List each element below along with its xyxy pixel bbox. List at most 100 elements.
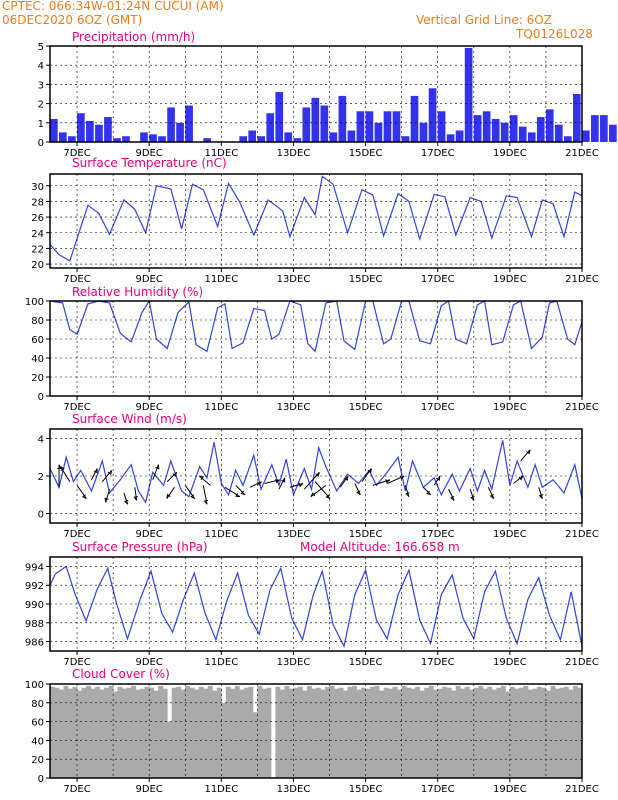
panel-temp: Surface Temperature (nC) 20 22 24 26 28 30 7DEC… <box>31 156 599 285</box>
wind-vector <box>235 485 246 496</box>
cloud-column <box>293 687 299 778</box>
cloud-column <box>460 688 466 778</box>
cloud-column <box>451 690 457 778</box>
wind-vector <box>60 466 71 482</box>
precip-bar <box>473 115 482 142</box>
x-tick-label: 19DEC <box>493 402 527 413</box>
panel-rh: Relative Humidity (%) 0 20 40 60 80 100 7DEC 9DE… <box>25 285 599 413</box>
wind-vector <box>198 475 211 486</box>
press-series-line <box>49 565 583 649</box>
cloud-column <box>356 689 362 778</box>
y-tick-label: 20 <box>31 755 44 766</box>
y-tick-label: 4 <box>38 434 44 445</box>
cloud-column <box>550 685 556 778</box>
cloud-column <box>149 687 155 778</box>
precip-bar <box>311 97 320 142</box>
x-tick-label: 19DEC <box>493 274 527 285</box>
x-tick-label: 17DEC <box>421 402 455 413</box>
cloud-column <box>261 688 267 778</box>
panel-frame <box>49 173 583 269</box>
precip-bar <box>446 134 455 142</box>
cloud-column <box>225 686 231 778</box>
x-tick-label: 7DEC <box>63 784 90 795</box>
wind-vector-head <box>107 470 113 476</box>
cloud-column <box>428 685 434 778</box>
precip-bar <box>455 130 464 142</box>
x-tick-label: 9DEC <box>135 402 162 413</box>
cloud-column <box>176 686 182 778</box>
precip-bar <box>609 124 617 142</box>
cloud-column <box>491 689 497 778</box>
x-tick-label: 13DEC <box>277 148 311 159</box>
cloud-column <box>361 687 366 778</box>
x-tick-label: 13DEC <box>277 402 311 413</box>
precip-bar <box>302 107 311 142</box>
x-tick-label: 15DEC <box>349 148 383 159</box>
cloud-column <box>572 685 578 778</box>
y-tick-label: 24 <box>31 229 44 240</box>
x-tick-label: 19DEC <box>493 657 527 668</box>
cloud-column <box>415 686 421 778</box>
precip-bar <box>284 132 293 142</box>
cloud-column <box>68 688 73 778</box>
cloud-column <box>496 687 502 778</box>
y-tick-label: 4 <box>38 61 44 72</box>
cloud-column <box>248 686 254 778</box>
cloud-column <box>95 686 100 778</box>
y-tick-label: 0 <box>38 392 44 403</box>
x-tick-label: 9DEC <box>135 657 162 668</box>
cloud-column <box>189 687 195 778</box>
wind-vector <box>404 485 410 497</box>
wind-vector-head <box>450 495 455 501</box>
wind-vector <box>289 483 304 488</box>
wind-vector <box>538 487 543 499</box>
wind-vector <box>134 487 138 501</box>
cloud-column <box>554 688 560 778</box>
wind-vector <box>372 479 390 486</box>
wind-vector-head <box>298 482 304 488</box>
y-tick-label: 988 <box>25 619 44 630</box>
panel-frame <box>49 300 583 397</box>
x-tick-label: 15DEC <box>349 402 383 413</box>
x-tick-label: 21DEC <box>565 784 599 795</box>
wind-vector-head <box>57 464 62 469</box>
precip-bar <box>86 120 94 142</box>
x-tick-label: 11DEC <box>204 529 238 540</box>
precip-bar <box>266 113 275 142</box>
precip-bar <box>167 107 175 142</box>
precip-bar <box>248 130 257 142</box>
cloud-column <box>469 689 475 778</box>
cloud-column <box>523 685 529 778</box>
cloud-column <box>158 685 164 778</box>
x-tick-label: 11DEC <box>204 402 238 413</box>
precip-bar <box>545 109 554 142</box>
precip-bar <box>203 138 211 142</box>
y-tick-label: 2 <box>38 472 44 483</box>
x-tick-label: 9DEC <box>135 274 162 285</box>
wind-vector-head <box>489 494 495 499</box>
wind-vector-head <box>310 492 316 497</box>
cloud-column <box>239 689 245 778</box>
cloud-column <box>288 688 294 778</box>
precip-bar <box>582 130 590 142</box>
precip-bar <box>320 105 329 142</box>
wind-vector <box>224 486 241 498</box>
panel-frame <box>49 683 583 779</box>
cloud-column <box>131 685 137 778</box>
panel-title: Surface Wind (m/s) <box>72 412 187 426</box>
cloud-column <box>541 687 547 778</box>
wind-vector <box>448 488 455 501</box>
precip-bar <box>392 111 401 142</box>
wind-vector-head <box>190 494 195 499</box>
y-tick-label: 60 <box>31 718 44 729</box>
x-tick-label: 15DEC <box>349 529 383 540</box>
cloud-column <box>171 687 177 778</box>
cloud-column <box>509 686 515 778</box>
x-tick-label: 19DEC <box>493 148 527 159</box>
wind-vector-head <box>367 468 372 474</box>
precip-bar <box>419 122 428 142</box>
y-tick-label: 60 <box>31 335 44 346</box>
x-tick-label: 11DEC <box>204 657 238 668</box>
wind-vector <box>422 486 432 496</box>
y-tick-label: 3 <box>38 80 44 91</box>
